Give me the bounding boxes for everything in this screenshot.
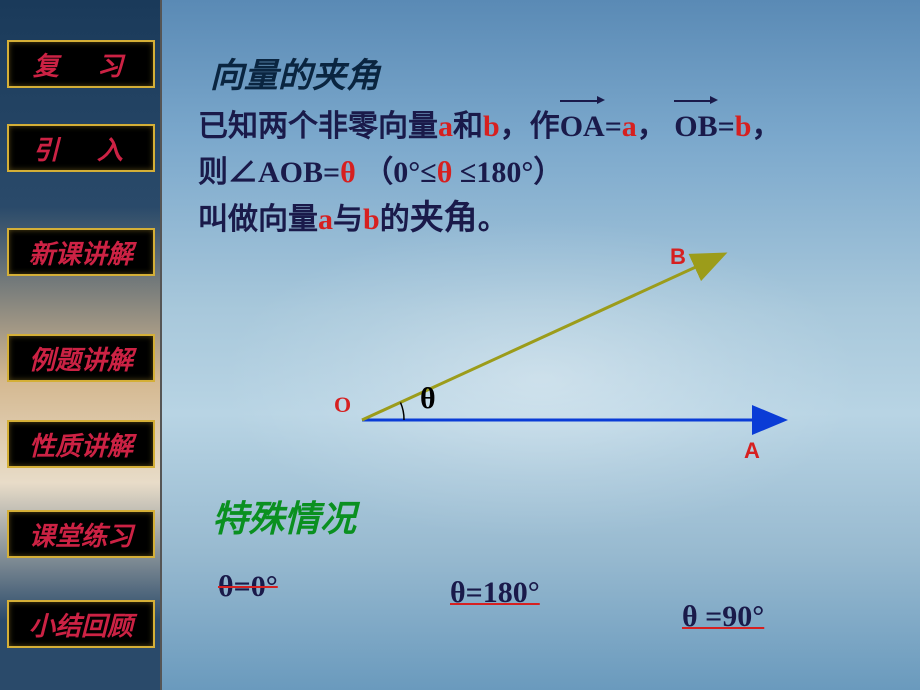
- label-a: A: [744, 438, 760, 464]
- nav-new-lesson[interactable]: 新课讲解: [7, 228, 155, 276]
- eq1: =: [605, 110, 622, 143]
- nav-intro[interactable]: 引 入: [7, 124, 155, 172]
- range-post: ≤180°）: [452, 156, 563, 189]
- nav-exercises[interactable]: 课堂练习: [7, 510, 155, 558]
- theta2: θ: [437, 156, 453, 189]
- text-make: ，作: [500, 110, 560, 143]
- text-pre: 已知两个非零向量: [198, 110, 438, 143]
- nav-properties[interactable]: 性质讲解: [7, 420, 155, 468]
- label-b: B: [670, 244, 686, 270]
- special-cases-title: 特殊情况: [212, 490, 356, 542]
- angle-arc: [401, 403, 405, 421]
- comma1: ，: [637, 110, 667, 143]
- label-o: O: [334, 392, 351, 418]
- angle-diagram: [162, 230, 920, 470]
- case-theta-0: θ=0°: [218, 570, 278, 604]
- sidebar: 复 习 引 入 新课讲解 例题讲解 性质讲解 课堂练习 小结回顾: [0, 0, 162, 690]
- nav-review[interactable]: 复 习: [7, 40, 155, 88]
- vector-a: a: [438, 110, 453, 143]
- vector-oa: OA: [560, 104, 605, 150]
- vector-b: b: [483, 110, 500, 143]
- range-pre: （0°≤: [356, 156, 437, 189]
- definition-text: 已知两个非零向量a和b，作OA=a， OB=b， 则∠AOB=θ （0°≤θ ≤…: [198, 104, 900, 243]
- angle-aob: 则∠AOB=: [198, 156, 340, 189]
- nav-summary[interactable]: 小结回顾: [7, 600, 155, 648]
- eq2: =: [718, 110, 735, 143]
- nav-examples[interactable]: 例题讲解: [7, 334, 155, 382]
- slide-title: 向量的夹角: [210, 48, 380, 97]
- label-theta: θ: [420, 382, 436, 416]
- vector-b2: b: [735, 110, 752, 143]
- vector-a2: a: [622, 110, 637, 143]
- vector-ob: OB: [674, 104, 717, 150]
- vector-ob-line: [362, 255, 722, 420]
- case-theta-90: θ =90°: [682, 600, 764, 634]
- main-content: 向量的夹角 已知两个非零向量a和b，作OA=a， OB=b， 则∠AOB=θ （…: [162, 0, 920, 690]
- case-theta-180: θ=180°: [450, 576, 540, 610]
- theta1: θ: [340, 156, 356, 189]
- line1-end: ，: [751, 110, 781, 143]
- text-and: 和: [453, 110, 483, 143]
